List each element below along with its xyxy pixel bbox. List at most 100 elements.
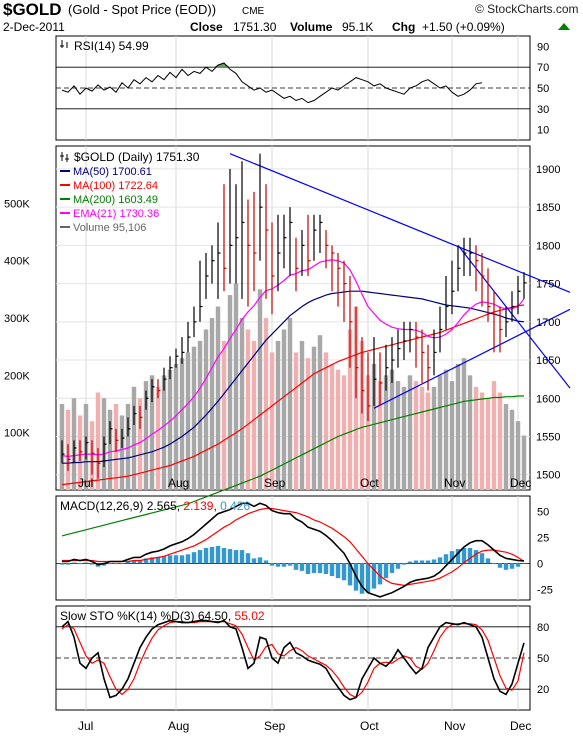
macd-histogram-bar — [257, 557, 263, 564]
legend-layer: RSI(14) 54.99 $GOLD (Daily) 1751.30 MA(50)… — [60, 39, 265, 623]
volume-bar — [377, 381, 383, 490]
macd-histogram-bar — [473, 550, 479, 564]
sto-legend-part: 64.50 — [198, 609, 228, 623]
sto-x-tick: Sep — [264, 719, 286, 733]
macd-legend-part: MACD(12,26,9) — [60, 499, 147, 513]
price-legend-entry: EMA(21) 1730.36 — [73, 208, 159, 220]
volume-bar — [221, 340, 227, 490]
macd-histogram-bar — [119, 563, 125, 565]
macd-histogram-bar — [389, 563, 395, 573]
volume-bar — [335, 369, 341, 490]
symbol-title: $GOLD — [3, 0, 62, 19]
macd-y-tick: 50 — [537, 507, 549, 519]
volume-y-tick: 200K — [4, 370, 30, 382]
volume-bar — [431, 386, 437, 490]
volume-bar — [509, 409, 515, 490]
volume-bar — [149, 375, 155, 490]
volume-bar — [401, 386, 407, 490]
macd-histogram-bar — [317, 563, 323, 573]
sto-y-tick: 20 — [537, 684, 549, 696]
sto-legend-part: 55.02 — [235, 609, 265, 623]
macd-histogram-bar — [407, 561, 413, 564]
price-y-tick: 1550 — [536, 431, 560, 443]
trendline — [373, 308, 571, 409]
volume-bar — [395, 381, 401, 490]
price-x-tick: Aug — [168, 476, 189, 490]
macd-histogram-bar — [89, 563, 95, 565]
macd-histogram-bar — [161, 556, 167, 564]
macd-histogram-bar — [113, 563, 119, 565]
close-label: Close — [190, 20, 223, 34]
macd-histogram-bar — [137, 560, 143, 564]
macd-histogram-bar — [143, 558, 149, 564]
macd-histogram-bar — [101, 563, 107, 566]
macd-histogram-bar — [503, 563, 509, 570]
volume-bar — [233, 283, 239, 490]
macd-y-tick: 25 — [537, 533, 549, 545]
rsi-y-tick: 70 — [537, 62, 549, 74]
macd-histogram-bar — [287, 563, 293, 566]
volume-bar — [407, 375, 413, 490]
volume-bar — [185, 352, 191, 490]
macd-histogram-bar — [323, 563, 329, 574]
price-layer — [56, 153, 571, 537]
volume-bar — [461, 358, 467, 490]
volume-bar — [269, 352, 275, 490]
macd-histogram-bar — [443, 554, 449, 564]
macd-histogram-bar — [377, 563, 383, 585]
up-arrow-icon — [558, 23, 570, 30]
ma100-line — [61, 304, 525, 486]
macd-histogram-bar — [83, 562, 89, 564]
macd-histogram-bar — [431, 559, 437, 564]
price-y-tick: 1500 — [536, 470, 560, 482]
volume-bar — [293, 352, 299, 490]
macd-layer — [56, 502, 530, 598]
macd-histogram-bar — [209, 546, 215, 564]
volume-y-tick: 100K — [4, 428, 30, 440]
macd-panel — [55, 495, 531, 601]
macd-histogram-bar — [203, 548, 209, 564]
rsi-y-tick: 90 — [537, 41, 549, 53]
sto-d-line — [61, 621, 525, 699]
macd-histogram-bar — [347, 563, 353, 586]
price-legend-entry: MA(200) 1603.49 — [73, 194, 158, 206]
volume-bar — [137, 398, 143, 490]
volume-bar — [491, 381, 497, 490]
axis-layer: 90 70 50 30 10 1900 1850 1800 1750 1700 1650 1600 15… — [4, 41, 560, 733]
volume-bar — [131, 386, 137, 490]
price-x-tick: Oct — [360, 476, 379, 490]
macd-histogram-bar — [395, 563, 401, 569]
price-panel — [55, 145, 531, 491]
macd-histogram-bar — [449, 551, 455, 564]
macd-histogram-bar — [281, 563, 287, 567]
macd-signal-line — [62, 507, 525, 587]
macd-histogram-bar — [251, 558, 257, 564]
macd-histogram-bar — [341, 563, 347, 581]
volume-bar — [179, 358, 185, 490]
sto-x-tick: Dec — [510, 719, 531, 733]
macd-histogram-bar — [275, 563, 281, 567]
price-y-tick: 1800 — [536, 240, 560, 252]
sto-x-tick: Jul — [78, 719, 93, 733]
rsi-line — [61, 62, 483, 104]
volume-bar — [257, 289, 263, 490]
macd-histogram-bar — [311, 563, 317, 573]
volume-bar — [383, 375, 389, 490]
volume-y-tick: 300K — [4, 313, 30, 325]
volume-bar — [215, 306, 221, 490]
macd-histogram-bar — [227, 549, 233, 564]
volume-bar — [263, 318, 269, 490]
ma50-line — [62, 290, 525, 464]
macd-histogram-bar — [437, 557, 443, 564]
macd-histogram-bar — [425, 560, 431, 564]
sto-y-tick: 50 — [537, 653, 549, 665]
volume-bar — [515, 421, 521, 490]
macd-histogram-bar — [155, 557, 161, 564]
price-bar-icon — [60, 152, 69, 162]
sto-x-tick: Oct — [360, 719, 379, 733]
ma200-line — [61, 395, 524, 537]
price-x-tick: Sep — [264, 476, 286, 490]
macd-histogram-bar — [107, 563, 113, 565]
macd-histogram-bar — [245, 553, 251, 564]
